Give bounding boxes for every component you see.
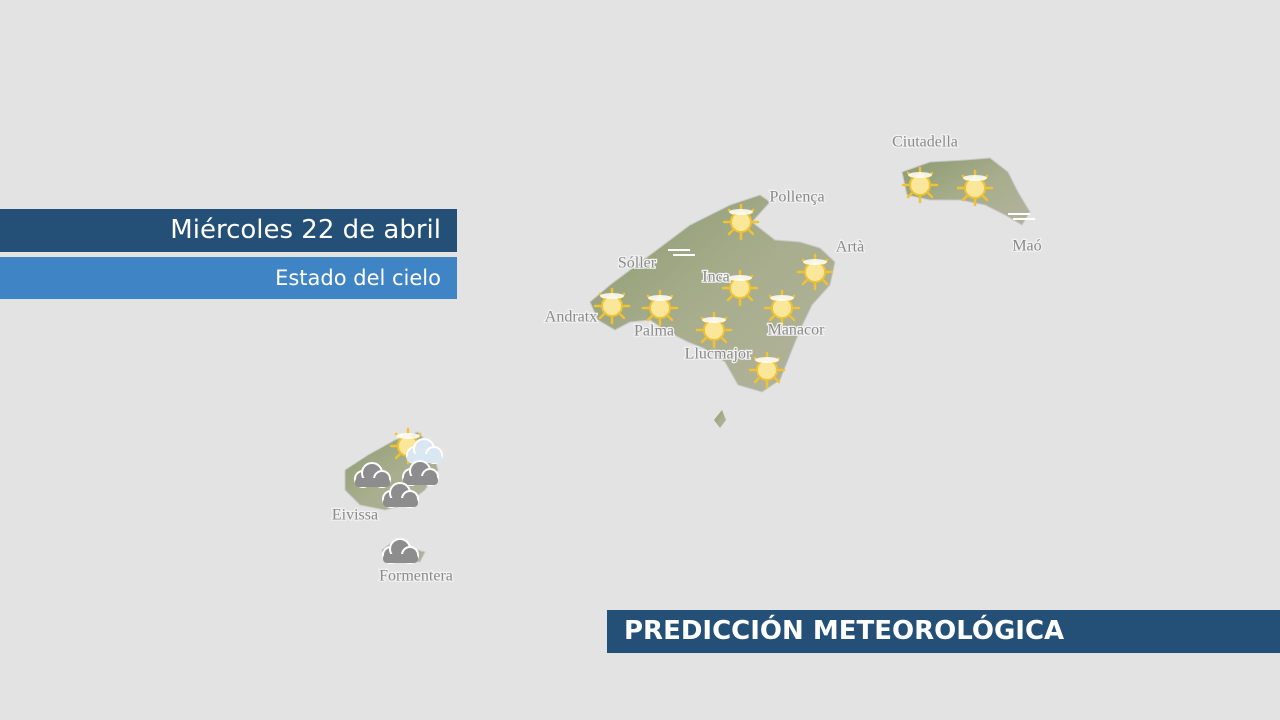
sun-icon [695,311,733,349]
sun-icon [901,166,939,204]
sun-icon [763,289,801,327]
place-label: Sóller [618,255,657,272]
sun-ray [667,315,674,322]
weather-icons [354,166,1035,564]
cloud-icon [382,482,419,508]
sun-ray [927,192,934,199]
sun-ray [961,195,968,202]
haze [600,293,624,299]
sun-ray [801,279,808,286]
haze [803,259,827,265]
footer-banner: PREDICCIÓN METEOROLÓGICA [607,610,1280,653]
sun-ray [982,195,989,202]
haze [702,317,726,323]
haze [755,357,779,363]
cloud-icon [402,460,439,486]
sun-ray [789,315,796,322]
place-label: Ciutadella [892,134,958,151]
date-banner: Miércoles 22 de abril [0,209,457,252]
sun-ray [748,229,755,236]
haze [396,433,420,439]
place-label: Eivissa [332,507,378,524]
cloud-base [407,454,442,463]
sun-ray [619,313,626,320]
cloud-icon [382,538,419,564]
sun-icon [721,269,759,307]
sun-ray [906,192,913,199]
sun-ray [753,377,760,384]
cloud-icon [354,462,391,488]
sun-ray [700,337,707,344]
sun-ray [747,295,754,302]
haze [770,295,794,301]
haze [728,275,752,281]
sun-ray [646,315,653,322]
place-label: Inca [702,269,730,286]
sun-ray [721,337,728,344]
cloud-base [355,478,390,487]
sun-icon [722,203,760,241]
place-label: Pollença [769,189,824,206]
sun-ray [822,279,829,286]
cloud-base [383,554,418,563]
sun-icon [593,287,631,325]
subtitle-banner: Estado del cielo [0,257,457,299]
sun-ray [598,313,605,320]
haze [963,175,987,181]
island-cabrera [714,410,726,428]
sun-ray [768,315,775,322]
sun-icon [748,351,786,389]
cloud-base [383,498,418,507]
place-label: Manacor [768,322,826,339]
place-label: Andratx [545,309,597,326]
haze [908,172,932,178]
sun-ray [394,453,401,460]
place-label: Formentera [379,568,453,585]
sun-icon [956,169,994,207]
sun-icon [796,253,834,291]
cloud-base [403,476,438,485]
place-label: Llucmajor [685,346,752,363]
place-label: Maó [1012,238,1041,255]
haze [648,295,672,301]
place-label: Artà [836,239,864,256]
haze [729,209,753,215]
sun-icon [641,289,679,327]
sun-ray [727,229,734,236]
sun-ray [774,377,781,384]
island-mallorca [589,194,836,393]
place-labels: Ciutadella Pollença Maó Artà Sóller Inca Andra… [331,132,1043,586]
place-label: Palma [634,323,674,340]
sun-ray [726,295,733,302]
